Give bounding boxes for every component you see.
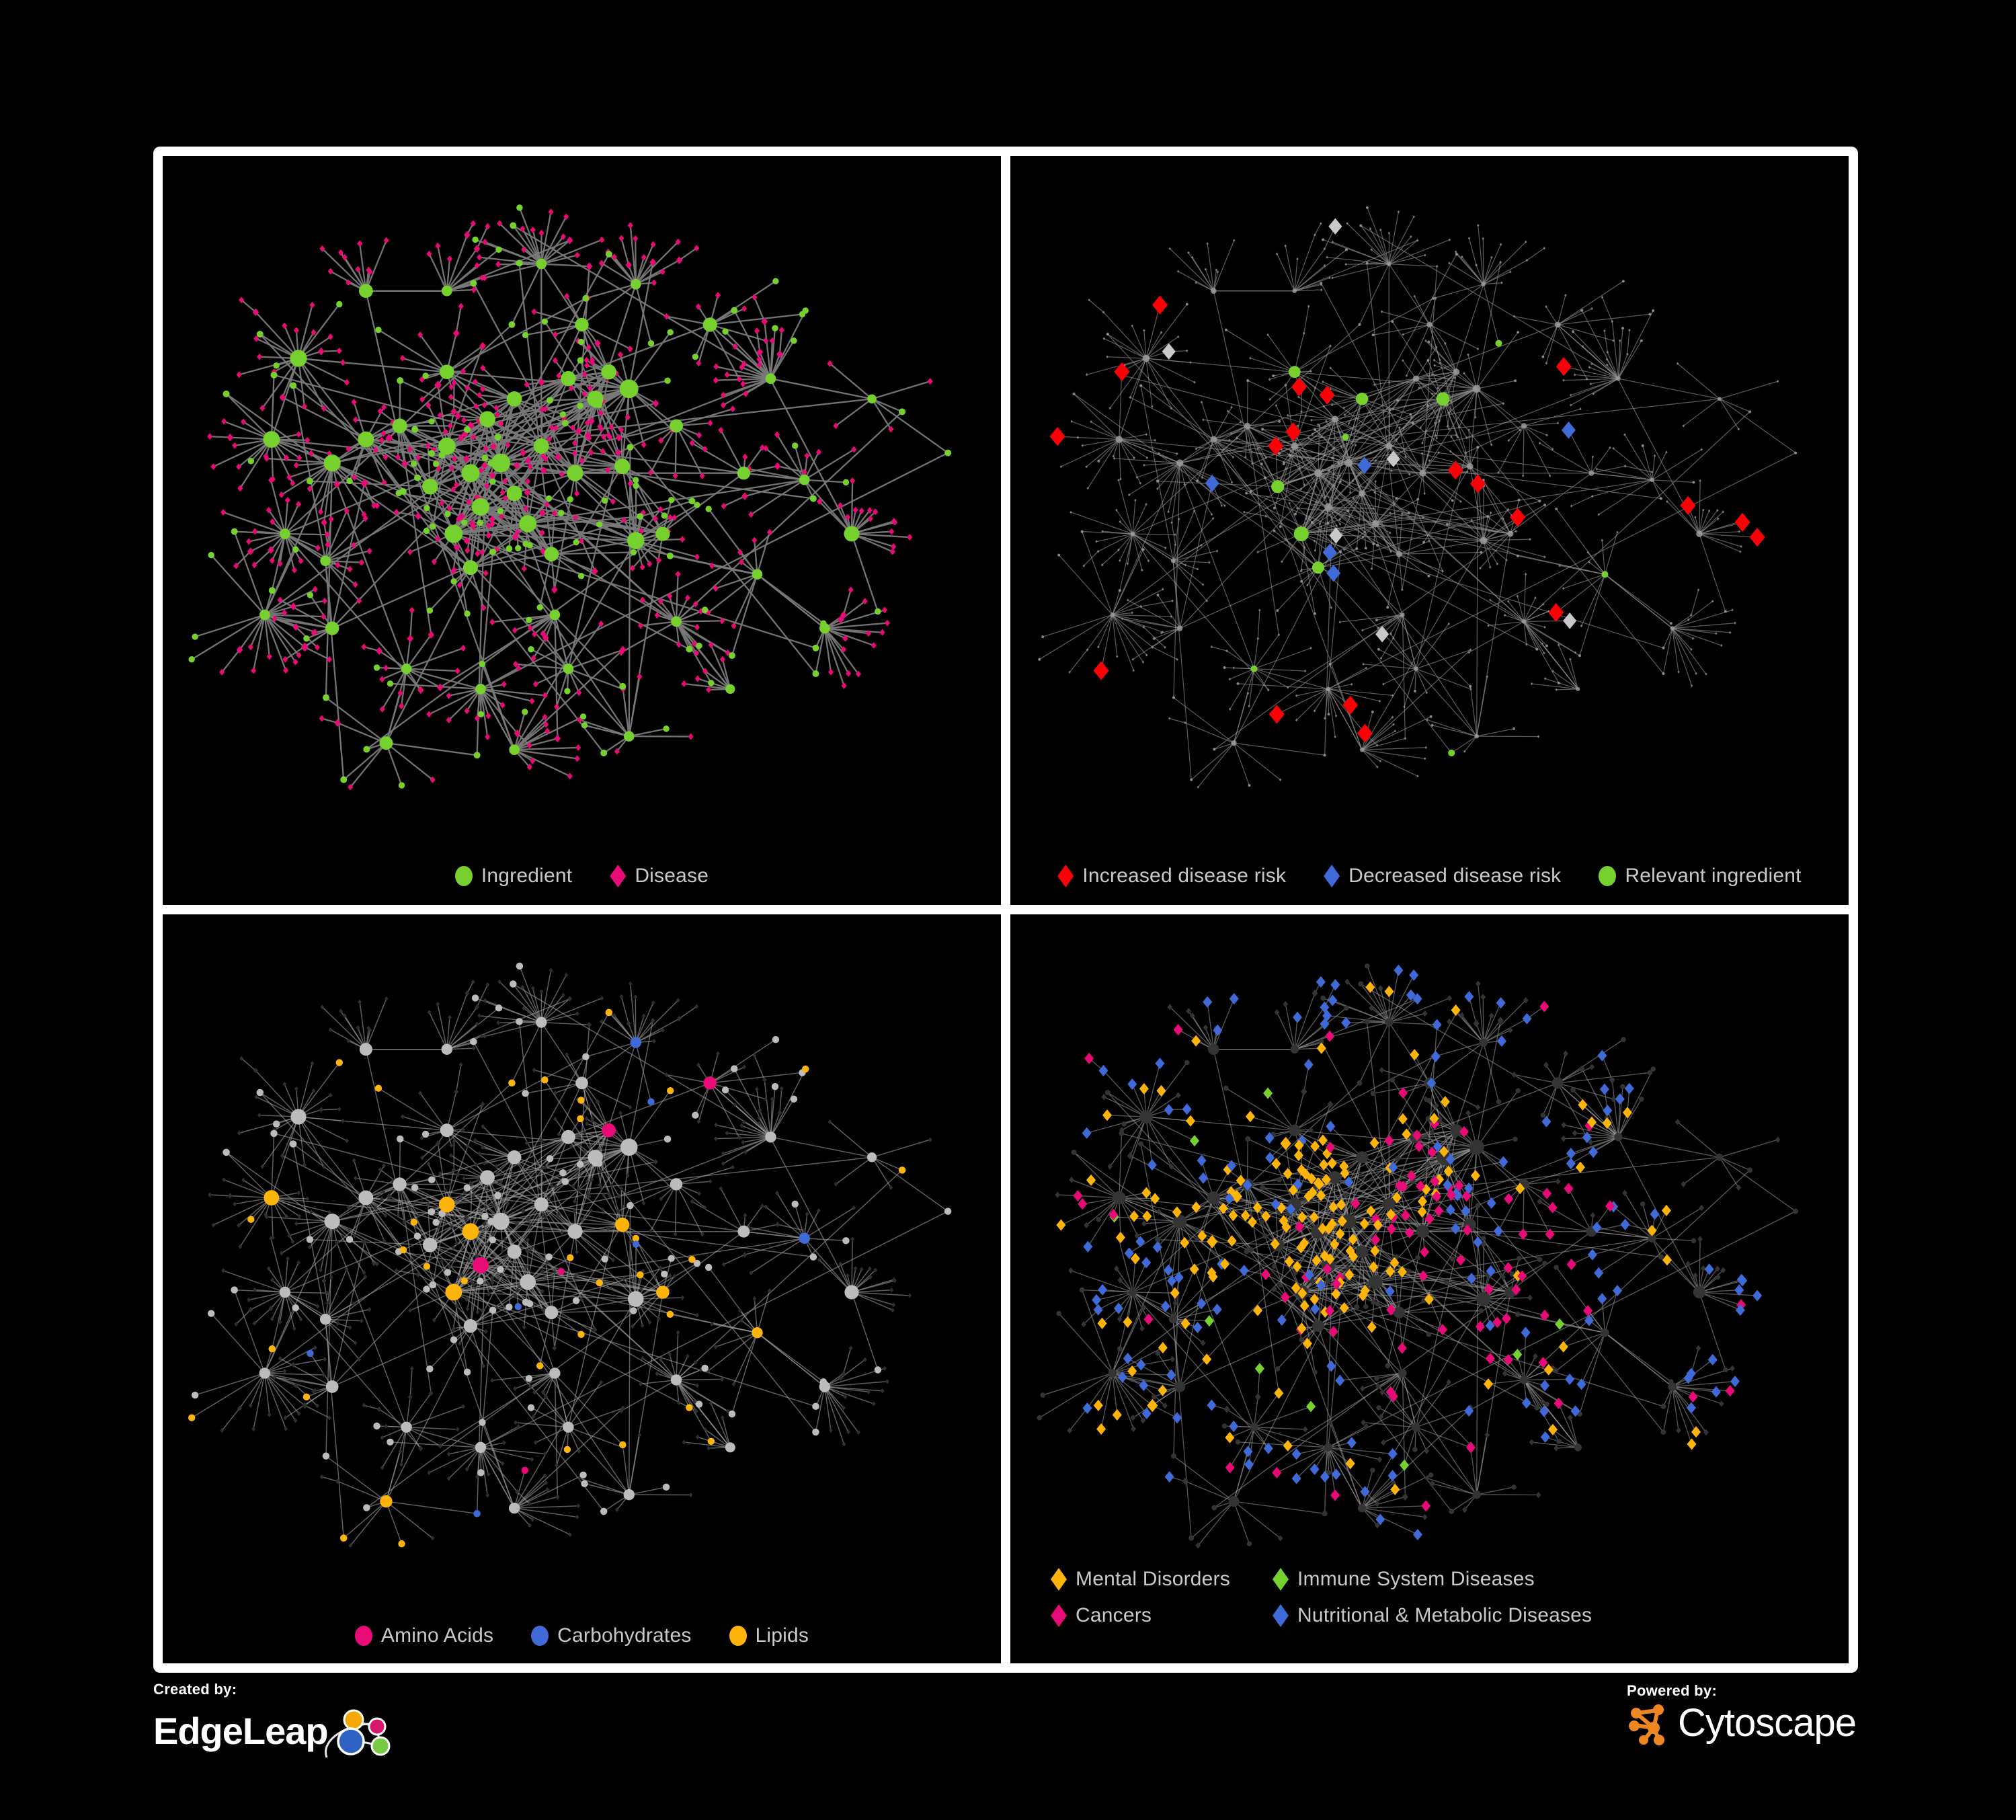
panel-disease-class-network[interactable]: Mental Disorders Immune System Diseases … bbox=[1010, 914, 1849, 1663]
network-canvas-overview[interactable] bbox=[163, 156, 1001, 905]
panel-grid: Ingredient Disease Increased diseas bbox=[153, 147, 1858, 1673]
panel-disease-risk-network[interactable]: Increased disease risk Decreased disease… bbox=[1010, 156, 1849, 905]
powered-by-cytoscape[interactable]: Powered by: bbox=[1626, 1682, 1857, 1745]
cytoscape-logo-row: Cytoscape bbox=[1627, 1701, 1857, 1745]
network-graph-nutrients bbox=[188, 962, 952, 1548]
panel-ingredient-disease-network[interactable]: Ingredient Disease bbox=[163, 156, 1001, 905]
figure-footer: Created by: EdgeLeap Powered by: bbox=[153, 1681, 1863, 1795]
network-graph-overview bbox=[188, 204, 952, 791]
cytoscape-wordmark: Cytoscape bbox=[1677, 1701, 1857, 1745]
network-canvas-risk[interactable] bbox=[1010, 156, 1849, 905]
created-by-edgeleap[interactable]: Created by: EdgeLeap bbox=[153, 1681, 398, 1763]
edgeleap-wordmark: EdgeLeap bbox=[153, 1710, 329, 1752]
powered-by-kicker: Powered by: bbox=[1626, 1682, 1718, 1699]
network-graph-risk bbox=[1038, 206, 1798, 789]
edgeleap-node-logo bbox=[324, 1709, 391, 1758]
network-canvas-nutrients[interactable] bbox=[163, 914, 1001, 1663]
cytoscape-logo bbox=[1628, 1704, 1664, 1745]
network-graph-disease-classes bbox=[1037, 963, 1799, 1549]
panel-ingredient-class-network[interactable]: Amino Acids Carbohydrates Lipids bbox=[163, 914, 1001, 1663]
created-by-kicker: Created by: bbox=[153, 1681, 237, 1698]
network-canvas-disease-classes[interactable] bbox=[1010, 914, 1849, 1663]
edgeleap-logo-row: EdgeLeap bbox=[153, 1700, 398, 1763]
